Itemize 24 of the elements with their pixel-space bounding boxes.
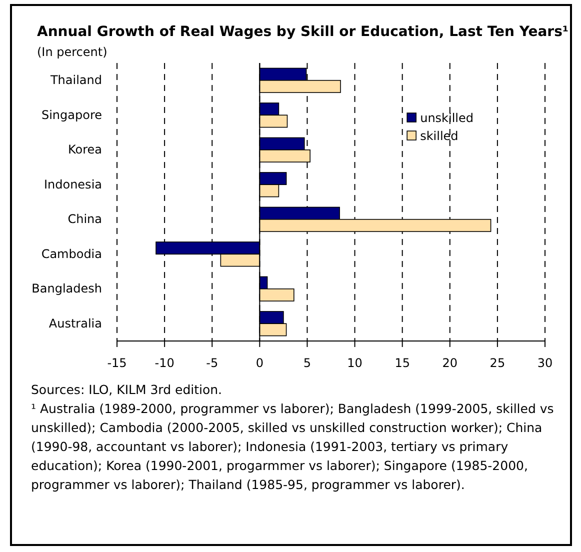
y-tick-label: Cambodia [41,246,102,261]
y-tick-label: Singapore [41,108,102,122]
chart-title: Annual Growth of Real Wages by Skill or Education, Last Ten Years¹ [37,24,569,40]
source-note: Sources: ILO, KILM 3rd edition. [31,381,224,399]
y-tick-label: Thailand [49,73,102,88]
x-tick-label: 5 [303,356,312,370]
x-tick-label: 10 [347,356,362,370]
legend-label: skilled [420,129,458,143]
y-tick-label: China [68,212,102,226]
y-tick-label: Bangladesh [32,282,102,296]
x-tick-label: -10 [154,356,174,370]
y-tick-label: Korea [68,142,102,157]
x-tick-label: -15 [107,356,127,370]
x-tick-label: 25 [490,356,506,370]
legend-label: unskilled [420,111,474,125]
chart-subtitle: (In percent) [37,45,108,59]
text: ¹ Australia (1989-2000, programmer vs laborer); Bangladesh (1999-2005, skilled vs unskilled); Cambodia (2000-2005, skilled vs unskilled construction worker); China (1990-98, accountant vs laborer); Indonesia (1991-2003, tertiary vs primary education); Korea (1990-2001, progarmmer vs laborer); Singapore (1985-2000, programmer vs laborer); Thailand (1985-95, programmer vs laborer). [31,400,555,494]
x-tick-label: 20 [442,356,458,370]
x-tick-label: 0 [256,356,264,370]
y-tick-label: Australia [48,316,102,330]
x-tick-label: 15 [394,356,410,370]
x-tick-label: 30 [537,356,553,370]
y-tick-label: Indonesia [44,177,102,192]
x-tick-label: -5 [206,356,218,370]
